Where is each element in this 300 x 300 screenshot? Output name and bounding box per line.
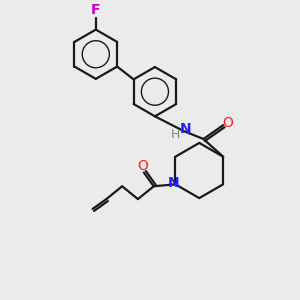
Text: H: H: [171, 128, 181, 141]
Text: N: N: [168, 176, 179, 190]
Text: F: F: [91, 3, 101, 17]
Text: N: N: [180, 122, 191, 136]
Text: O: O: [137, 159, 148, 172]
Text: O: O: [223, 116, 233, 130]
